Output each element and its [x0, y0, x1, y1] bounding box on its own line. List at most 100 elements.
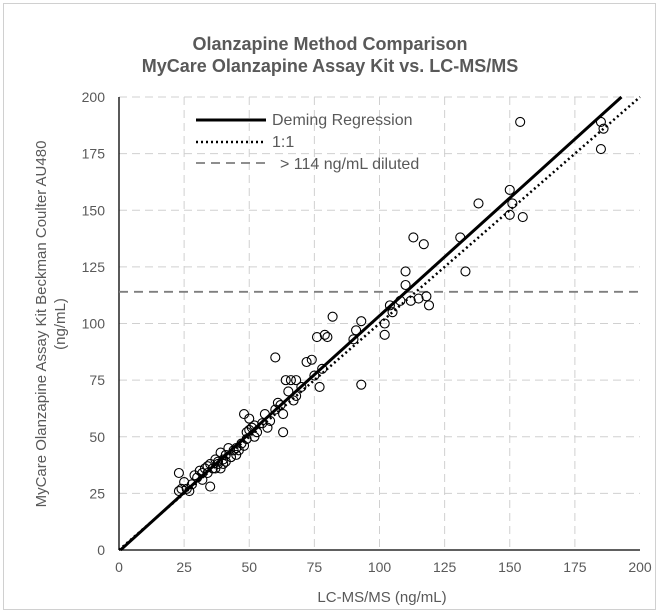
- y-tick-label: 150: [82, 202, 106, 218]
- x-tick-label: 100: [368, 559, 392, 575]
- y-tick-labels: 0 25 50 75 100 125 150 175 200: [82, 89, 106, 558]
- data-point: [319, 329, 330, 340]
- x-tick-label: 200: [628, 559, 652, 575]
- data-point: [418, 239, 429, 250]
- data-point: [194, 465, 205, 476]
- data-point: [408, 232, 419, 243]
- data-point: [517, 211, 528, 223]
- y-tick-label: 25: [89, 485, 105, 501]
- data-point: [212, 456, 224, 467]
- data-point: [311, 332, 323, 343]
- y-axis-title: MyCare Olanzapine Assay Kit Beckman Coul…: [33, 141, 69, 508]
- data-point: [223, 443, 234, 454]
- data-point: [259, 409, 270, 420]
- data-point: [270, 352, 281, 363]
- data-point: [301, 356, 312, 368]
- data-point: [249, 420, 260, 431]
- data-point: [306, 354, 317, 365]
- data-point: [173, 467, 184, 479]
- chart-subtitle: MyCare Olanzapine Assay Kit vs. LC-MS/MS: [142, 56, 518, 76]
- legend-label-identity: 1:1: [272, 134, 294, 151]
- data-point: [507, 198, 518, 209]
- x-tick-label: 50: [241, 559, 257, 575]
- y-tick-label: 0: [97, 542, 105, 558]
- data-point: [322, 332, 333, 343]
- data-point: [356, 316, 367, 327]
- y-tick-label: 125: [82, 259, 106, 275]
- data-point: [275, 399, 286, 411]
- deming-regression-line: [119, 95, 623, 552]
- x-tick-label: 125: [433, 559, 457, 575]
- data-point: [176, 483, 187, 494]
- x-tick-labels: 0 25 50 75 100 125 150 175 200: [115, 559, 652, 575]
- y-tick-label: 75: [89, 372, 105, 388]
- data-point: [184, 486, 195, 497]
- data-point: [595, 116, 606, 127]
- data-point: [291, 390, 302, 402]
- data-point: [179, 476, 190, 488]
- data-point: [504, 184, 515, 195]
- legend-label-diluted: > 114 ng/mL diluted: [280, 156, 419, 173]
- data-point: [317, 363, 328, 374]
- data-point: [395, 295, 406, 306]
- legend: Deming Regression 1:1 > 114 ng/mL dilute…: [196, 112, 419, 173]
- data-point: [309, 370, 320, 381]
- data-point: [405, 295, 416, 306]
- regression-lines: [118, 95, 641, 552]
- data-point: [455, 232, 466, 243]
- data-point: [265, 415, 276, 426]
- data-point: [460, 266, 471, 277]
- data-point: [186, 479, 197, 490]
- data-point: [296, 381, 307, 392]
- y-tick-label: 175: [82, 146, 106, 162]
- data-point: [379, 329, 390, 340]
- y-tick-label: 100: [82, 316, 106, 332]
- data-point: [387, 307, 398, 318]
- data-point: [291, 375, 302, 386]
- data-point: [327, 311, 338, 322]
- data-point: [280, 375, 291, 386]
- data-point: [215, 447, 226, 458]
- data-point: [220, 449, 231, 460]
- data-point: [423, 300, 435, 311]
- data-point: [356, 379, 367, 390]
- x-tick-label: 75: [307, 559, 323, 575]
- x-axis-title: LC-MS/MS (ng/mL): [317, 589, 446, 606]
- data-point: [384, 300, 395, 311]
- y-axis-title-line2: (ng/mL): [52, 298, 69, 350]
- data-point: [238, 440, 250, 451]
- data-point: [173, 486, 184, 497]
- data-point: [421, 291, 432, 302]
- data-point: [379, 318, 390, 329]
- data-point: [598, 123, 609, 134]
- data-point: [314, 381, 325, 392]
- chart-svg: Olanzapine Method Comparison MyCare Olan…: [33, 34, 652, 606]
- x-tick-label: 25: [176, 559, 192, 575]
- data-point: [197, 474, 208, 485]
- chart-area: Olanzapine Method Comparison MyCare Olan…: [3, 3, 656, 610]
- data-point: [225, 452, 237, 463]
- data-point: [278, 427, 289, 438]
- data-point: [272, 397, 283, 408]
- data-point: [202, 461, 213, 472]
- data-point: [241, 433, 252, 445]
- data-point: [244, 413, 255, 424]
- legend-label-deming: Deming Regression: [272, 112, 413, 129]
- data-point: [413, 293, 424, 304]
- data-point: [595, 144, 606, 155]
- data-point: [262, 422, 273, 433]
- data-point: [515, 116, 526, 127]
- data-point: [400, 279, 411, 291]
- x-tick-label: 150: [498, 559, 522, 575]
- data-point: [504, 209, 515, 220]
- data-point: [205, 481, 216, 492]
- chart-title: Olanzapine Method Comparison: [192, 34, 467, 54]
- data-point: [283, 386, 294, 397]
- data-point: [351, 325, 362, 336]
- data-point: [400, 266, 411, 277]
- y-tick-label: 200: [82, 89, 106, 105]
- y-axis-title-line1: MyCare Olanzapine Assay Kit Beckman Coul…: [33, 141, 50, 508]
- data-point: [348, 334, 359, 345]
- data-point: [252, 427, 263, 438]
- data-point: [285, 375, 296, 386]
